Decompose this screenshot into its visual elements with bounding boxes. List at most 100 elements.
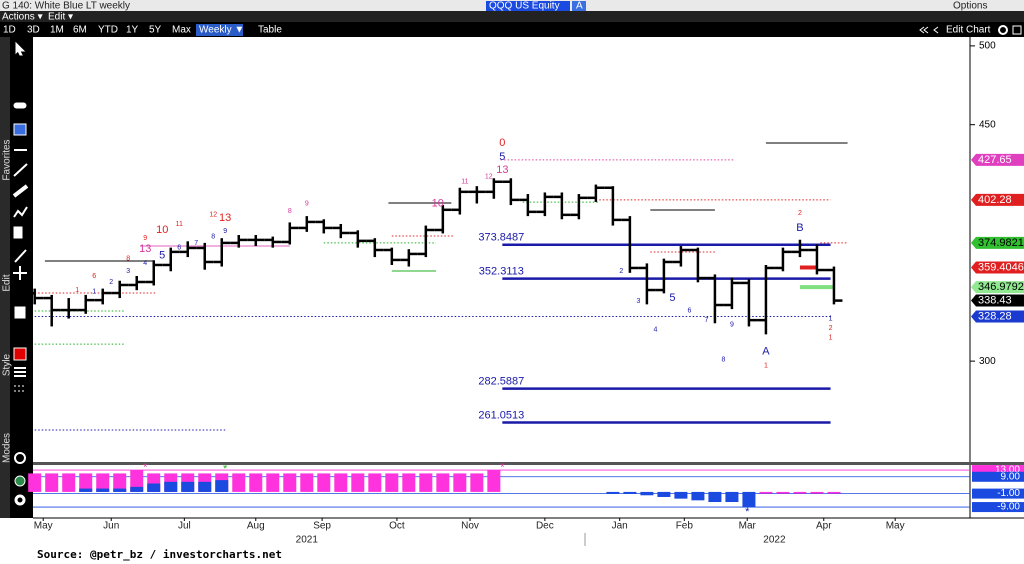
histogram-bar [266, 473, 280, 492]
range-button[interactable]: 6M [73, 25, 87, 36]
y-tick-label: 450 [979, 119, 996, 130]
range-button[interactable]: 1M [50, 25, 64, 36]
range-button[interactable]: 3D [27, 25, 40, 36]
price-tag-label: 346.9792 [978, 281, 1024, 293]
annotation: 8 [721, 356, 725, 363]
ticker-box[interactable] [486, 1, 570, 11]
x-tick-label: May [34, 521, 53, 532]
nav-icons[interactable] [919, 26, 939, 34]
edit-chart[interactable]: Edit Chart [946, 25, 991, 36]
level-label: 352.3113 [479, 266, 524, 278]
histogram-bar [96, 473, 110, 492]
tool-style[interactable] [14, 385, 26, 392]
tool-color[interactable] [13, 347, 27, 361]
annotation: 9 [730, 322, 734, 329]
side-label: Favorites [2, 139, 13, 180]
tool-settings[interactable] [14, 494, 26, 506]
histogram-bar [759, 491, 773, 494]
histogram-bar [674, 491, 688, 499]
annotation: * [223, 463, 228, 475]
frequency-box[interactable] [196, 24, 243, 36]
histogram-bar [640, 491, 654, 496]
side-label: Edit [2, 274, 13, 291]
histogram-bar [317, 473, 331, 492]
annotation: 13 [496, 164, 508, 176]
annotation: 12 [209, 211, 217, 218]
histogram-bar [725, 491, 739, 503]
annotation: 3 [126, 268, 130, 275]
tool-palette[interactable] [14, 475, 26, 487]
annotation: 2 [798, 210, 802, 217]
x-tick-label: Jun [103, 521, 119, 532]
annotation: * [745, 506, 750, 518]
histogram-bar [79, 473, 93, 492]
annotation: 8 [288, 208, 292, 215]
annotation: 3 [636, 298, 640, 305]
ticker-tag-box[interactable] [572, 1, 586, 11]
tool-magnet[interactable] [14, 452, 26, 464]
histogram-bar [487, 470, 501, 492]
window-icon[interactable] [1012, 25, 1022, 35]
histogram-bar [793, 491, 807, 494]
tool-trend[interactable] [13, 163, 28, 177]
annotation: 6 [92, 273, 96, 280]
annotation: 2 [829, 325, 833, 332]
tool-pointer[interactable] [15, 41, 26, 56]
histogram-bar [79, 488, 93, 492]
toolbar-strip [0, 37, 10, 518]
range-button[interactable]: 1Y [126, 25, 139, 36]
histogram-bar [147, 483, 161, 492]
histogram-bar [232, 473, 246, 492]
x-tick-label: Nov [461, 521, 479, 532]
annotation: 5 [669, 292, 675, 304]
histogram-bar [657, 491, 671, 497]
tool-pencil[interactable] [14, 249, 27, 263]
tool-p[interactable] [13, 226, 23, 239]
menu-edit[interactable]: Edit ▾ [48, 12, 73, 23]
annotation: * [143, 461, 148, 473]
level-label: 261.0513 [478, 409, 524, 421]
price-tag-label: 427.65 [978, 154, 1012, 166]
price-tag-label: 402.28 [978, 194, 1012, 206]
histogram-bar [198, 481, 212, 492]
ticker-tag[interactable]: A [576, 1, 583, 12]
table-button[interactable]: Table [258, 25, 282, 36]
source: Source: @petr_bz / investorcharts.net [37, 548, 282, 561]
histogram-bar [827, 491, 841, 494]
range-button[interactable]: Max [172, 25, 191, 36]
tool-delete[interactable] [14, 306, 26, 319]
ticker[interactable]: QQQ US Equity [489, 1, 560, 12]
side-label: Style [2, 353, 13, 376]
tool-icons[interactable] [12, 41, 29, 506]
histogram-bar [28, 473, 42, 492]
histogram-bar [742, 491, 756, 508]
frequency[interactable]: Weekly ▼ [199, 25, 244, 36]
y-tick-label: -1.00 [997, 488, 1020, 499]
range-button[interactable]: 1D [3, 25, 16, 36]
tool-move[interactable] [13, 266, 27, 280]
tool-weight[interactable] [14, 367, 26, 377]
annotation: 6 [177, 244, 181, 251]
price-tag [971, 236, 1024, 249]
price-tag [971, 261, 1024, 274]
tool-ellipse[interactable] [13, 102, 27, 109]
histogram-bar [436, 473, 450, 492]
annotation: 7 [194, 240, 198, 247]
annotation: 8 [126, 256, 130, 263]
range-bar [0, 22, 1024, 37]
annotation: 1 [829, 315, 833, 322]
histogram-bar [113, 488, 127, 492]
y-tick-label: 13.00 [995, 465, 1020, 476]
settings-icon[interactable] [998, 25, 1008, 35]
tool-channel[interactable] [12, 184, 29, 198]
range-button[interactable]: YTD [98, 25, 118, 36]
tool-wave[interactable] [13, 206, 28, 218]
annotation: 12 [485, 174, 493, 181]
y-tick-label: 9.00 [1001, 471, 1021, 482]
x-tick-label: Feb [676, 521, 694, 532]
options[interactable]: Options [953, 1, 987, 12]
tool-text[interactable] [13, 123, 27, 136]
range-button[interactable]: 5Y [149, 25, 162, 36]
menu-actions[interactable]: Actions ▾ [2, 12, 43, 23]
